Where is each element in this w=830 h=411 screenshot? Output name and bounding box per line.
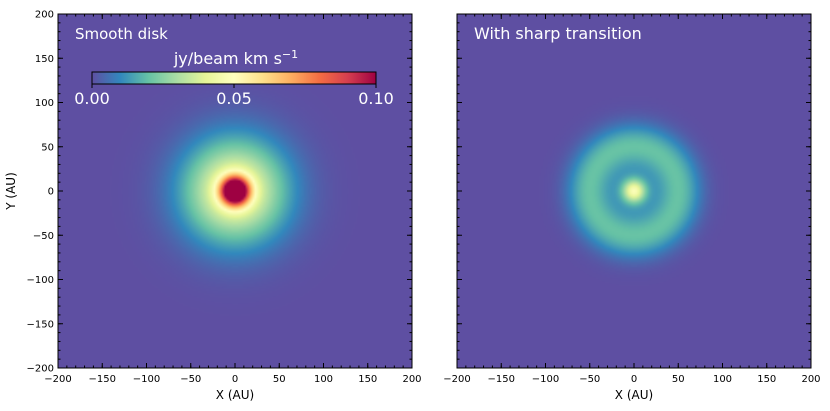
x-tick-label: 100 [314, 374, 333, 385]
panel-smooth-disk: −200 −150 −100 −50 0 50 100 150 200−200−150−100−… [4, 10, 422, 403]
x-tick-label: −50 [180, 374, 201, 385]
x-tick-label: −50 [579, 374, 600, 385]
x-tick-label: 150 [757, 374, 776, 385]
y-tick-label: −200 [27, 364, 54, 375]
x-axis-label-smooth-disk: X (AU) [216, 388, 254, 402]
x-tick-label: 200 [402, 374, 421, 385]
colorbar-bar [91, 71, 377, 85]
x-tick-label: 0 [631, 374, 637, 385]
colorbar-tick-label-mid: 0.05 [216, 89, 252, 108]
x-tick-label: 100 [713, 374, 732, 385]
panel-title-smooth-disk: Smooth disk [75, 25, 168, 43]
x-tick-label: 200 [801, 374, 820, 385]
colorbar: jy/beam km s−1 0.00 0.05 0.10 [74, 48, 394, 108]
y-tick-label: 50 [41, 142, 54, 153]
colorbar-label-text: jy/beam km s [173, 49, 282, 68]
y-tick-label: −150 [27, 319, 54, 330]
x-tick-label: −200 [44, 374, 71, 385]
x-tick-label: −150 [488, 374, 515, 385]
colorbar-label: jy/beam km s−1 [173, 48, 298, 68]
colorbar-tick-label-max: 0.10 [358, 89, 394, 108]
x-tick-label: 150 [358, 374, 377, 385]
colorbar-label-superscript: −1 [282, 48, 298, 61]
y-tick-label: 200 [35, 10, 54, 21]
panel-sharp-transition: −200 −150 −100 −50 0 50 100 150 200 With sharp t… [443, 13, 821, 402]
x-tick-label: −100 [133, 374, 160, 385]
x-tick-label: 0 [232, 374, 238, 385]
y-tick-label: −100 [27, 275, 54, 286]
ticks-smooth-disk: −200 −150 −100 −50 0 50 100 150 200−200−150−100−… [27, 10, 422, 386]
y-tick-label: 0 [48, 187, 54, 198]
colorbar-ticks [91, 84, 377, 88]
x-tick-label: −100 [532, 374, 559, 385]
x-tick-label: 50 [273, 374, 286, 385]
x-tick-label: −150 [89, 374, 116, 385]
x-tick-label: −200 [443, 374, 470, 385]
x-tick-label: 50 [672, 374, 685, 385]
panel-title-sharp-transition: With sharp transition [474, 24, 642, 43]
y-tick-label: 100 [35, 98, 54, 109]
colorbar-tick-label-min: 0.00 [74, 89, 110, 108]
y-tick-label: 150 [35, 54, 54, 65]
heatmap-image-sharp-transition [457, 14, 811, 368]
x-axis-label-sharp-transition: X (AU) [615, 388, 653, 402]
ticks-sharp-transition: −200 −150 −100 −50 0 50 100 150 200 [443, 13, 821, 385]
y-tick-label: −50 [33, 231, 54, 242]
y-axis-label: Y (AU) [4, 172, 18, 211]
